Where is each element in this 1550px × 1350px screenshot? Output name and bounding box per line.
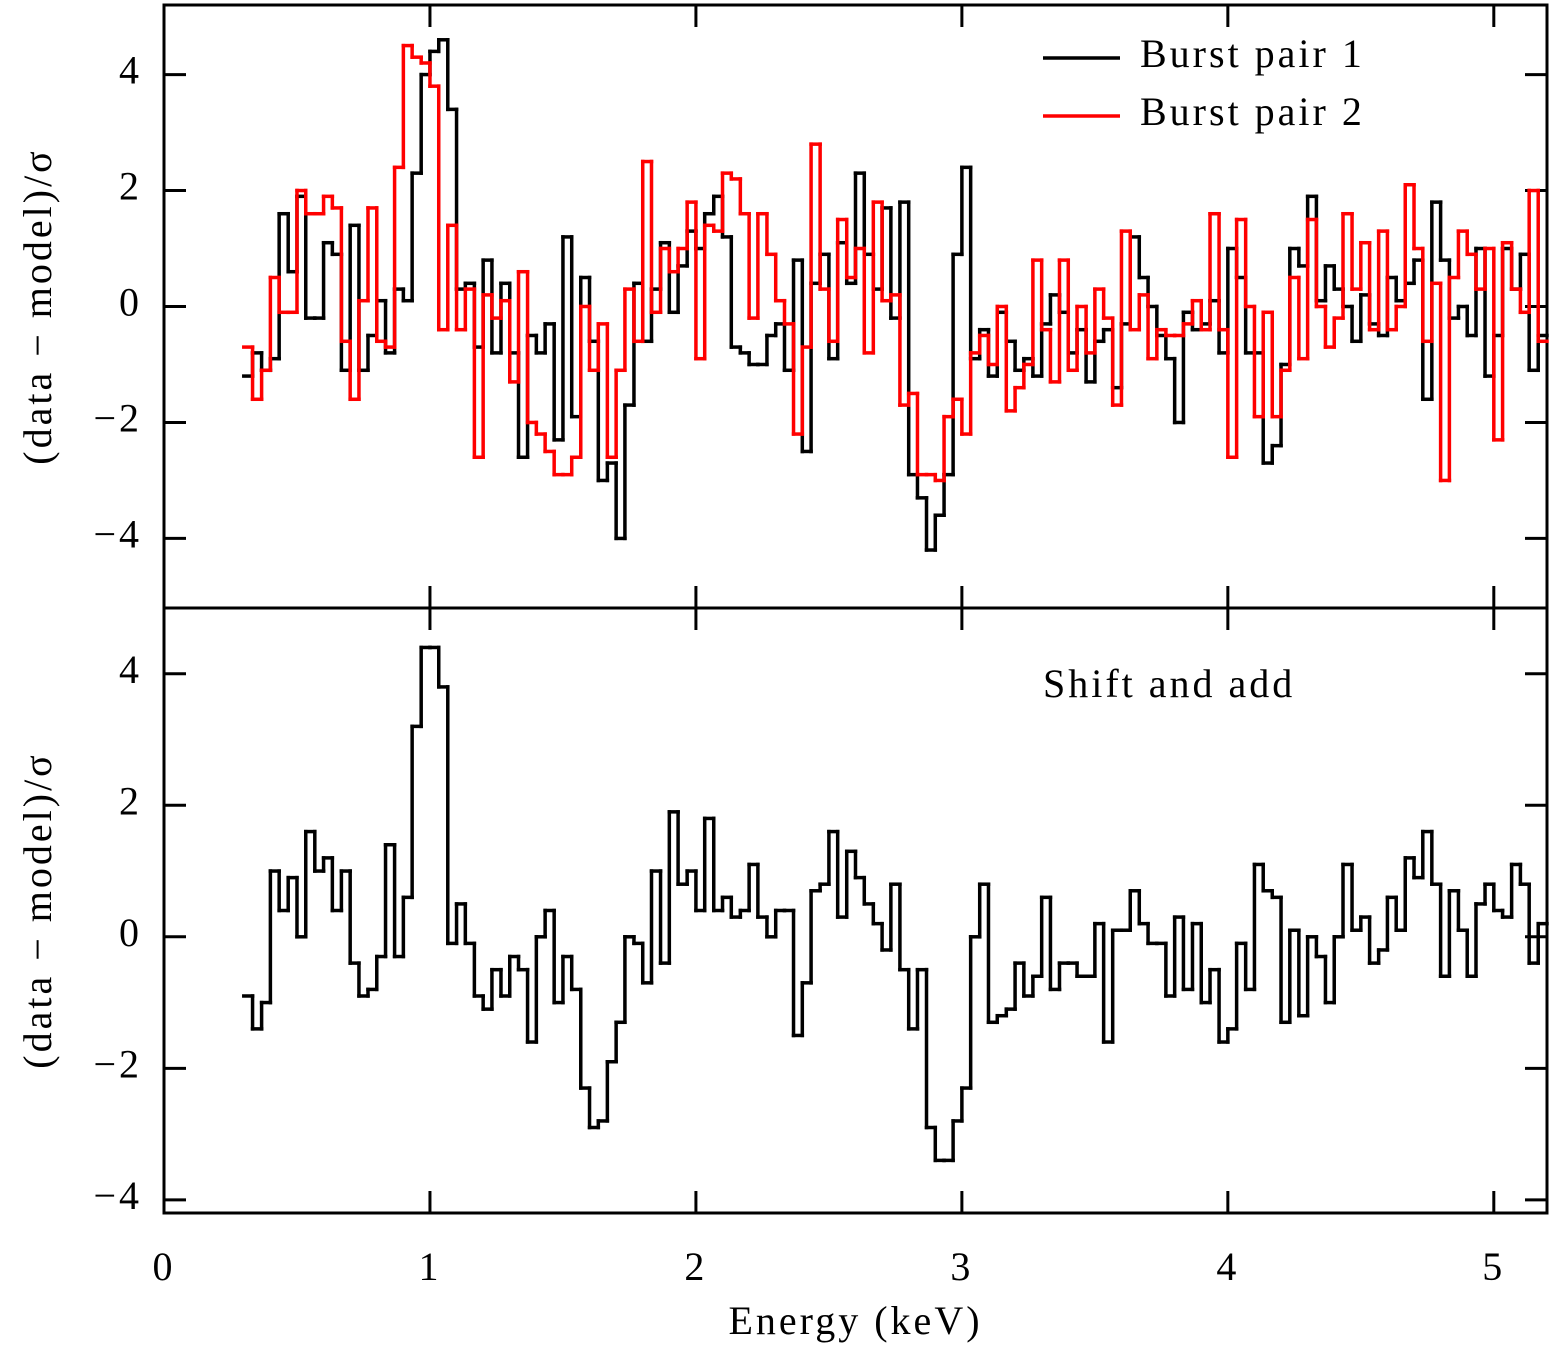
y-tick-label: 4: [119, 647, 142, 692]
y-tick-label: −2: [93, 1041, 142, 1086]
y-tick-label: −4: [93, 512, 142, 557]
x-tick-label: 2: [684, 1244, 707, 1289]
plot-frame: [162, 606, 1549, 1215]
x-tick-label: 1: [418, 1244, 441, 1289]
y-axis-label: (data − model)/σ: [15, 752, 60, 1068]
y-tick-label: 2: [119, 164, 142, 209]
x-tick-label: 4: [1216, 1244, 1239, 1289]
x-tick-label: 0: [153, 1244, 176, 1289]
annotation: Shift and add: [1043, 661, 1295, 706]
x-tick-label: 3: [950, 1244, 973, 1289]
y-tick-label: 0: [119, 910, 142, 955]
y-tick-label: 0: [119, 280, 142, 325]
x-tick-label: 5: [1482, 1244, 1505, 1289]
y-axis-label: (data − model)/σ: [15, 148, 60, 464]
legend-label: Burst pair 1: [1140, 31, 1365, 76]
legend-label: Burst pair 2: [1140, 89, 1365, 134]
y-tick-label: −4: [93, 1173, 142, 1218]
y-tick-label: −2: [93, 396, 142, 441]
x-axis-label: Energy (keV): [728, 1298, 982, 1343]
y-tick-label: 2: [119, 778, 142, 823]
y-tick-label: 4: [119, 48, 142, 93]
